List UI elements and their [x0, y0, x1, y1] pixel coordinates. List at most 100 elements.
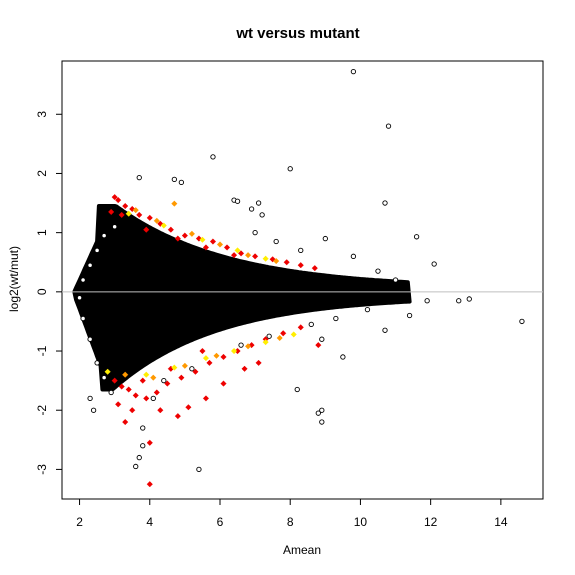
data-point	[80, 277, 86, 283]
data-point	[171, 200, 178, 207]
x-tick-label: 4	[146, 515, 153, 529]
data-point	[101, 232, 107, 239]
data-point	[125, 386, 132, 393]
y-tick-label: 2	[35, 170, 49, 177]
data-point	[104, 368, 111, 375]
x-tick-label: 2	[76, 515, 83, 529]
data-point	[252, 253, 259, 260]
data-point	[122, 371, 129, 378]
data-point	[132, 392, 139, 399]
data-point	[202, 395, 210, 402]
data-point	[519, 318, 525, 325]
data-point	[118, 211, 125, 218]
data-point	[319, 419, 325, 425]
data-point	[244, 252, 252, 259]
data-point	[322, 235, 328, 242]
data-point	[161, 377, 167, 384]
data-point	[143, 371, 150, 378]
data-point	[220, 380, 227, 387]
data-point	[108, 208, 115, 216]
data-point	[308, 321, 314, 328]
data-point	[94, 360, 100, 366]
data-point	[319, 407, 325, 413]
data-point	[202, 355, 210, 362]
data-point	[234, 198, 241, 204]
data-point	[181, 362, 188, 369]
data-point	[146, 214, 153, 221]
data-point	[111, 194, 118, 201]
data-point	[297, 262, 304, 269]
y-axis: -3 -2 -1 0 1 2 3	[35, 111, 62, 475]
data-point	[90, 407, 97, 413]
data-point	[136, 211, 143, 218]
data-point	[375, 268, 381, 274]
data-point	[319, 336, 325, 342]
data-point	[382, 200, 388, 206]
data-point	[101, 375, 107, 381]
data-point	[118, 383, 125, 390]
chart-title: wt versus mutant	[235, 25, 359, 42]
x-tick-label: 10	[354, 515, 368, 529]
data-point	[76, 295, 83, 301]
data-point	[283, 259, 290, 266]
x-axis: 2 4 6 8 10 12 14	[76, 499, 508, 529]
data-point	[199, 236, 206, 243]
data-point	[171, 176, 178, 183]
data-point	[273, 238, 279, 245]
data-point	[210, 154, 216, 160]
data-point	[248, 342, 255, 349]
data-point	[350, 253, 357, 259]
dense-point-cloud	[72, 204, 412, 392]
data-point	[139, 377, 146, 384]
data-point	[266, 333, 272, 339]
data-point	[112, 224, 118, 230]
data-point	[216, 241, 224, 248]
data-point	[287, 166, 293, 172]
data-point	[122, 418, 129, 426]
data-point	[129, 407, 136, 414]
data-point	[153, 217, 160, 224]
data-point	[252, 229, 258, 236]
y-tick-label: -2	[35, 405, 49, 416]
data-point	[196, 466, 202, 473]
data-point	[315, 410, 321, 416]
plot-border	[61, 60, 544, 500]
data-point	[364, 306, 371, 313]
series-3	[104, 210, 297, 378]
data-point	[269, 256, 276, 263]
data-point	[153, 389, 160, 396]
data-point	[140, 443, 146, 449]
data-point	[87, 336, 93, 342]
data-point	[189, 366, 195, 372]
x-tick-label: 12	[424, 515, 438, 529]
data-point	[230, 347, 238, 355]
data-point	[262, 255, 269, 262]
plot-frame	[61, 60, 544, 500]
data-point	[413, 234, 420, 240]
series-0	[76, 69, 525, 473]
data-point	[157, 220, 164, 227]
point-cloud-body	[72, 204, 412, 392]
data-point	[298, 247, 304, 254]
series-2	[122, 200, 283, 381]
data-point	[150, 395, 156, 402]
data-point	[136, 174, 142, 181]
y-tick-label: -3	[35, 464, 49, 475]
data-point	[132, 207, 139, 214]
data-point	[125, 210, 132, 217]
data-point	[150, 374, 157, 381]
data-point	[311, 265, 318, 272]
data-point	[392, 277, 399, 283]
data-point	[174, 413, 181, 420]
data-point	[230, 252, 238, 259]
data-point	[87, 395, 93, 402]
data-point	[87, 262, 93, 268]
data-point	[209, 238, 217, 245]
data-point	[178, 374, 185, 381]
data-point	[273, 257, 280, 265]
data-point	[143, 395, 150, 402]
data-point	[129, 205, 136, 213]
data-point	[406, 312, 413, 319]
x-tick-label: 6	[217, 515, 224, 529]
